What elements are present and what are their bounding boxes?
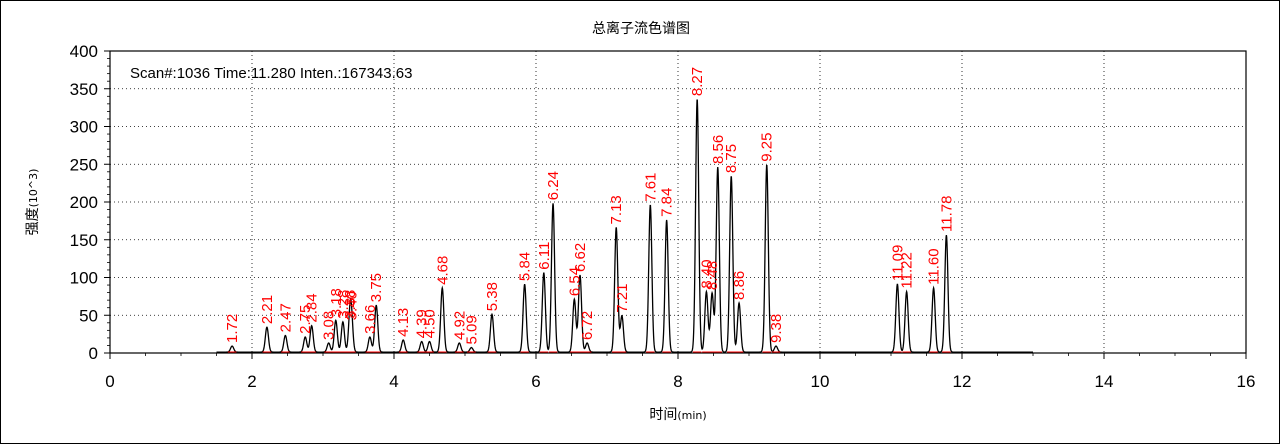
peak-label: 8.75	[723, 144, 740, 173]
peak-label: 4.13	[395, 308, 412, 337]
peak-label: 3.66	[362, 305, 379, 334]
peak-label: 1.72	[224, 314, 241, 343]
x-tick-label: 10	[811, 372, 830, 391]
peak-label: 4.92	[451, 311, 468, 340]
x-tick-label: 2	[247, 372, 256, 391]
peak-label: 4.68	[434, 256, 451, 285]
peak-label: 3.38	[342, 290, 359, 319]
peak-label: 5.09	[463, 315, 480, 344]
y-tick-label: 400	[70, 42, 98, 61]
tic-trace-group	[216, 99, 1033, 353]
y-tick-label: 150	[70, 231, 98, 250]
peak-label: 6.11	[536, 242, 553, 270]
x-tick-label: 14	[1095, 372, 1114, 391]
scan-info: Scan#:1036 Time:11.280 Inten.:167343.63	[130, 65, 412, 82]
peak-label: 7.21	[614, 284, 631, 313]
peak-label: 8.48	[704, 261, 721, 290]
x-axis-title-text: 时间	[649, 407, 677, 423]
peak-label: 7.13	[608, 195, 625, 224]
peak-label: 6.24	[545, 171, 562, 200]
x-tick-label: 12	[953, 372, 972, 391]
peak-label: 3.28	[335, 290, 352, 319]
y-tick-label: 200	[70, 193, 98, 212]
x-tick-label: 16	[1237, 372, 1256, 391]
peak-labels: 1.72 2.21 2.47 2.752.843.083.183.283.383.40…	[224, 67, 955, 345]
peak-label: 8.27	[689, 67, 706, 96]
peak-label: 3.18	[328, 288, 345, 317]
y-axis-unit: (10^3)	[27, 169, 40, 208]
peak-label: 2.21	[259, 295, 276, 324]
y-tick-label: 50	[79, 306, 98, 325]
y-tick-label: 350	[70, 80, 98, 99]
peak-label: 8.56	[710, 135, 727, 164]
y-tick-label: 300	[70, 118, 98, 137]
peak-label: 2.75	[297, 305, 314, 334]
peak-label: 11.09	[889, 245, 906, 281]
y-axis-title: 强度(10^3)	[25, 169, 41, 236]
peak-label: 11.78	[938, 196, 955, 232]
x-tick-label: 6	[531, 372, 540, 391]
peak-label: 6.62	[572, 243, 589, 272]
peak-label: 7.61	[642, 173, 659, 202]
x-axis-unit: (min)	[677, 409, 706, 422]
peak-label: 8.40	[698, 259, 715, 288]
x-tick-label: 8	[673, 372, 682, 391]
peak-label: 3.40	[343, 291, 360, 320]
peak-label: 11.22	[899, 252, 916, 288]
peak-label: 8.86	[731, 271, 748, 300]
y-tick-label: 0	[89, 344, 98, 363]
peak-label: 4.50	[422, 309, 439, 338]
axis-ticks: 0 2 4 6 8 10 12 14 16 0 50 100 150 200 250 300 350 400	[70, 42, 1256, 391]
x-tick-label: 4	[389, 372, 398, 391]
peak-label: 6.54	[566, 267, 583, 296]
tic-trace	[216, 99, 1033, 353]
peak-label: 9.25	[759, 133, 776, 162]
chart-title: 总离子流色谱图	[592, 20, 690, 37]
peak-label: 9.38	[768, 314, 785, 343]
x-axis-title: 时间(min)	[649, 407, 706, 423]
peak-label: 5.38	[484, 282, 501, 311]
peak-label: 4.39	[414, 309, 431, 338]
peak-label: 2.84	[304, 293, 321, 322]
y-axis-title-text: 强度	[25, 207, 41, 235]
peak-label: 11.60	[926, 248, 943, 284]
peak-label: 3.75	[368, 273, 385, 302]
peak-label: 6.72	[579, 311, 596, 340]
peak-label: 5.84	[517, 252, 534, 281]
peak-label: 3.08	[321, 311, 338, 340]
y-tick-label: 250	[70, 155, 98, 174]
y-tick-label: 100	[70, 269, 98, 288]
x-tick-label: 0	[105, 372, 114, 391]
peak-label: 7.84	[659, 188, 676, 217]
grid-lines	[110, 51, 1246, 353]
peak-label: 2.47	[277, 303, 294, 332]
